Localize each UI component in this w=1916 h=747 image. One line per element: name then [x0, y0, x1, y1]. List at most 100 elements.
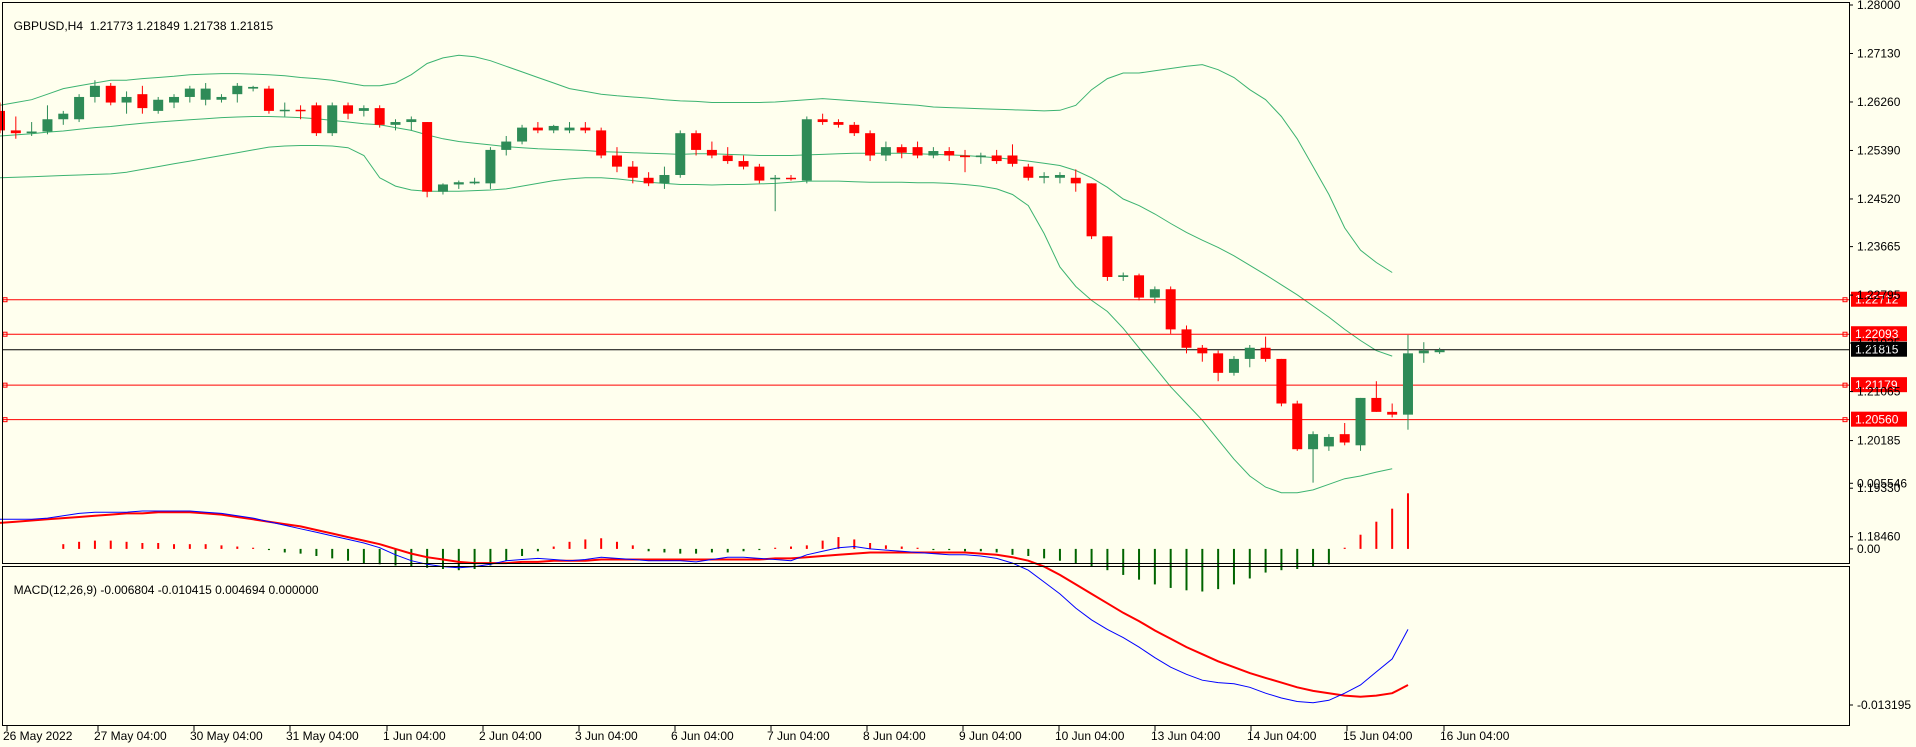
candle-body-bull	[1039, 176, 1050, 178]
level-price-label: 1.22093	[1855, 327, 1899, 341]
candle-body-bear	[532, 127, 543, 131]
candle-body-bear	[596, 130, 607, 156]
level-left-anchor	[2, 331, 8, 337]
candle-body-bull	[1434, 349, 1445, 353]
level-right-anchor	[1842, 417, 1848, 423]
candle-body-bear	[295, 109, 306, 112]
candle-body-bull	[200, 88, 211, 100]
level-right-anchor	[1842, 297, 1848, 303]
price-axis-label: 1.18460	[1857, 530, 1901, 544]
time-axis-label: 1 Jun 04:00	[383, 729, 446, 743]
candle-body-bear	[1339, 434, 1350, 443]
candle-body-bull	[1244, 347, 1255, 359]
price-axis-label: 1.24520	[1857, 192, 1901, 206]
level-price-label: 1.22712	[1855, 293, 1899, 307]
candle-body-bull	[880, 147, 891, 156]
price-axis-label: 1.19330	[1857, 481, 1901, 495]
candle-body-bull	[675, 133, 686, 175]
time-axis-label: 2 Jun 04:00	[479, 729, 542, 743]
candle-body-bull	[358, 108, 369, 111]
time-axis-label: 9 Jun 04:00	[959, 729, 1022, 743]
candle-body-bull	[216, 96, 227, 100]
candle-body-bear	[833, 122, 844, 125]
candle-body-bear	[311, 105, 322, 134]
candle-body-bull	[1323, 436, 1334, 447]
candle-body-bear	[896, 147, 907, 153]
main-pane-frame	[2, 2, 1850, 564]
price-axis-label: 1.20185	[1857, 434, 1901, 448]
candle-body-bull	[279, 109, 290, 112]
time-axis-label: 3 Jun 04:00	[575, 729, 638, 743]
candle-body-bull	[453, 182, 464, 185]
candle-body-bear	[991, 155, 1002, 162]
candle-body-bull	[121, 96, 132, 103]
candlesticks	[0, 80, 1445, 483]
macd-axis-label: 0.005546	[1857, 476, 1907, 490]
candle-body-bear	[643, 177, 654, 184]
time-axis-label: 13 Jun 04:00	[1151, 729, 1221, 743]
macd-axis-label: -0.013195	[1857, 698, 1911, 712]
candle-body-bull	[659, 174, 670, 184]
ohlc-values: 1.21773 1.21849 1.21738 1.21815	[89, 19, 274, 33]
candle-body-bear	[611, 155, 622, 167]
candle-body-bear	[849, 124, 860, 134]
candle-body-bull	[1418, 350, 1429, 354]
candle-body-bear	[1070, 177, 1081, 184]
time-axis-label: 10 Jun 04:00	[1055, 729, 1125, 743]
time-axis-label: 16 Jun 04:00	[1440, 729, 1510, 743]
candle-body-bull	[184, 88, 195, 97]
level-left-anchor	[2, 297, 8, 303]
candle-body-bear	[137, 94, 148, 109]
candle-body-bear	[1023, 166, 1034, 178]
candle-body-bull	[390, 122, 401, 125]
candle-body-bear	[1134, 275, 1145, 298]
time-axis-label: 6 Jun 04:00	[671, 729, 734, 743]
macd-axis-label: 0.00	[1857, 542, 1881, 556]
macd-pane-frame	[2, 566, 1850, 726]
horizontal-levels: 1.22712 1.22093 1.21179 1.20560 1.21815	[2, 291, 1907, 427]
candle-body-bear	[960, 155, 971, 158]
candle-body-bull	[232, 85, 243, 95]
level-price-label: 1.21179	[1855, 378, 1898, 392]
candle-body-bear	[706, 149, 717, 156]
candle-body-bear	[422, 122, 433, 192]
level-price-tag	[1851, 377, 1907, 393]
candle-body-bull	[1228, 358, 1239, 373]
candle-body-bull	[469, 181, 480, 184]
candle-body-bull	[437, 184, 448, 192]
price-axis-label: 1.28000	[1857, 0, 1901, 12]
candle-body-bear	[738, 161, 749, 167]
candle-body-bull	[1054, 174, 1065, 178]
time-axis-label: 8 Jun 04:00	[863, 729, 926, 743]
symbol-label: GBPUSD,H4	[13, 19, 84, 33]
candle-body-bull	[517, 127, 528, 142]
level-price-tag	[1851, 291, 1907, 307]
candle-body-bull	[770, 177, 781, 180]
candle-body-bear	[786, 177, 796, 180]
level-price-tag	[1851, 326, 1907, 342]
candle-body-bear	[374, 108, 385, 125]
candle-body-bear	[1007, 155, 1018, 164]
candle-body-bear	[1197, 347, 1208, 354]
price-axis-label: 1.25390	[1857, 143, 1901, 157]
price-axis-label: 1.27130	[1857, 46, 1901, 60]
candle-body-bear	[1165, 289, 1176, 330]
candle-body-bear	[1213, 353, 1224, 373]
candle-body-bear	[1181, 329, 1192, 348]
level-price-tag	[1851, 411, 1907, 427]
price-axis-label: 1.22795	[1857, 288, 1901, 302]
level-left-anchor	[2, 382, 8, 388]
candle-body-bear	[912, 147, 923, 156]
candle-body-bear	[691, 133, 702, 150]
macd-pane	[0, 493, 1409, 704]
candle-body-bull	[1118, 275, 1129, 277]
candle-body-bear	[10, 130, 21, 134]
candle-body-bull	[564, 127, 575, 131]
macd-header: MACD(12,26,9) -0.006804 -0.010415 0.0046…	[7, 569, 319, 597]
candle-body-bear	[1086, 183, 1097, 237]
candle-body-bull	[1308, 434, 1319, 450]
candle-body-bear	[817, 119, 828, 123]
level-left-anchor	[2, 417, 8, 423]
time-axis-label: 30 May 04:00	[190, 729, 263, 743]
price-axis-label: 1.26260	[1857, 95, 1901, 109]
